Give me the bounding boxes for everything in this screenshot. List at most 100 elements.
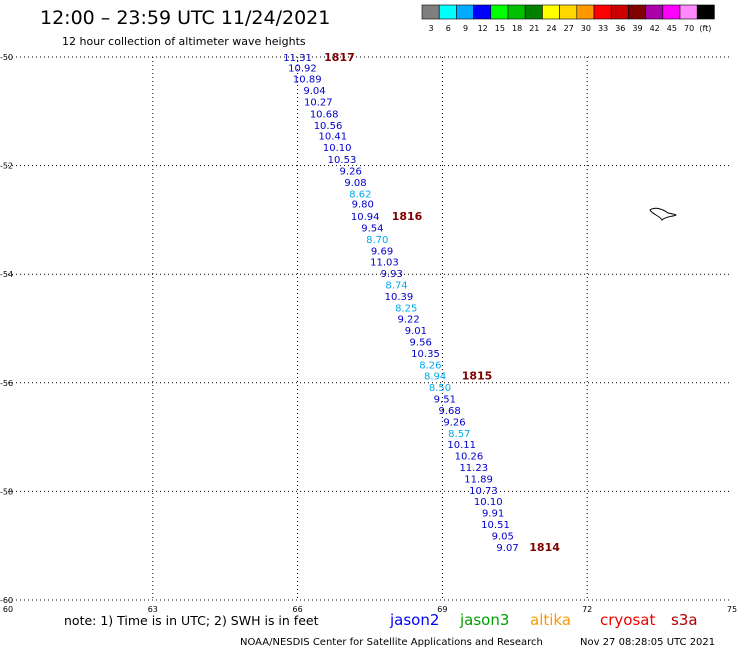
pass-number-label: 1816 (392, 210, 423, 223)
wave-height-label: 8.26 (419, 360, 441, 371)
y-tick-label: -60 (0, 596, 13, 605)
wave-height-label: 10.73 (469, 486, 498, 497)
pass-number-label: 1815 (462, 370, 493, 383)
wave-height-label: 11.31 (283, 53, 312, 64)
wave-height-label: 8.70 (366, 235, 388, 246)
wave-height-label: 8.25 (395, 303, 417, 314)
satellite-name-jason2: jason2 (389, 611, 439, 629)
chart-title: 12:00 – 23:59 UTC 11/24/2021 (40, 7, 330, 29)
wave-height-label: 8.94 (424, 372, 446, 383)
wave-height-label: 10.10 (323, 143, 352, 154)
footer-timestamp: Nov 27 08:28:05 UTC 2021 (580, 637, 715, 648)
wave-height-label: 10.92 (288, 63, 317, 74)
y-tick-label: -54 (0, 270, 13, 279)
legend-unit-label: (ft) (699, 24, 711, 33)
legend-color-box (507, 4, 526, 20)
wave-height-label: 10.56 (314, 121, 343, 132)
legend-color-box (421, 4, 440, 20)
pass-number-label: 1814 (529, 541, 560, 554)
legend-color-box (662, 4, 681, 20)
legend-color-box (593, 4, 612, 20)
pass-number-label: 1817 (324, 51, 355, 64)
x-tick-label: 60 (3, 605, 13, 614)
legend-color-box (576, 4, 595, 20)
wave-height-label: 9.04 (303, 86, 325, 97)
wave-height-label: 8.57 (448, 429, 470, 440)
y-tick-label: -58 (0, 487, 13, 496)
wave-height-label: 9.08 (344, 178, 366, 189)
y-tick-label: -56 (0, 379, 13, 388)
x-tick-label: 75 (727, 605, 737, 614)
axis-tick-labels: 60 63 66 69 72 75 -50 -52 -54 -56 -58 -60 (0, 53, 737, 614)
wave-height-label: 9.22 (397, 315, 419, 326)
satellite-name-jason3: jason3 (459, 611, 509, 629)
color-scale-legend: 3 6 9 12 15 18 21 24 27 30 33 36 39 42 45 70 (ft) (421, 4, 715, 33)
plot-grid (8, 56, 732, 601)
y-tick-label: -52 (0, 162, 13, 171)
legend-bin-label: 33 (598, 24, 608, 33)
satellite-name-altika: altika (530, 611, 571, 629)
wave-height-label: 9.93 (381, 269, 403, 280)
legend-bin-label: 24 (546, 24, 556, 33)
legend-bin-label: 70 (684, 24, 694, 33)
legend-bin-label: 45 (667, 24, 677, 33)
legend-bin-label: 3 (429, 24, 434, 33)
wave-height-label: 8.74 (385, 281, 407, 292)
legend-bin-label: 42 (650, 24, 660, 33)
legend-bin-label: 12 (478, 24, 488, 33)
island-outline-icon (649, 207, 677, 221)
x-tick-label: 63 (148, 605, 158, 614)
wave-height-label: 9.26 (443, 417, 465, 428)
legend-bin-label: 21 (529, 24, 539, 33)
legend-bin-label: 39 (632, 24, 642, 33)
y-tick-label: -50 (0, 53, 13, 62)
wave-height-label: 10.41 (319, 132, 348, 143)
wave-height-label: 9.51 (434, 395, 456, 406)
note-text: note: 1) Time is in UTC; 2) SWH is in fe… (64, 613, 319, 628)
wave-height-label: 9.26 (340, 166, 362, 177)
wave-height-label: 10.39 (385, 292, 414, 303)
legend-color-box (610, 4, 629, 20)
wave-height-label: 10.89 (293, 75, 322, 86)
legend-color-box (456, 4, 474, 20)
wave-height-label: 10.68 (310, 109, 339, 120)
x-tick-label: 72 (582, 605, 592, 614)
legend-bin-label: 15 (495, 24, 505, 33)
legend-bin-label: 36 (615, 24, 625, 33)
x-tick-label: 69 (437, 605, 447, 614)
satellite-name-cryosat: cryosat (600, 611, 655, 629)
legend-color-box (490, 4, 509, 20)
legend-color-box (696, 4, 715, 20)
wave-height-label: 9.68 (439, 406, 461, 417)
wave-height-label: 9.56 (410, 338, 432, 349)
wave-height-points: 11.3110.9210.899.0410.2710.6810.5610.411… (283, 53, 518, 554)
wave-height-label: 10.51 (481, 520, 510, 531)
legend-color-box (645, 4, 664, 20)
wave-height-label: 9.05 (492, 531, 514, 542)
satellite-name-s3a: s3a (671, 611, 698, 629)
wave-height-label: 10.27 (304, 98, 333, 109)
pass-labels: 1817 1816 1815 1814 (324, 51, 560, 554)
x-tick-label: 66 (293, 605, 303, 614)
wave-height-label: 8.50 (429, 383, 451, 394)
legend-color-box (559, 4, 578, 20)
wave-height-label: 11.89 (464, 474, 493, 485)
footer-credit: NOAA/NESDIS Center for Satellite Applica… (240, 637, 543, 648)
wave-height-label: 10.26 (455, 452, 484, 463)
wave-height-label: 9.91 (482, 509, 504, 520)
wave-height-label: 9.01 (405, 326, 427, 337)
legend-color-box (473, 4, 492, 20)
wave-height-label: 11.03 (370, 258, 399, 269)
legend-bin-label: 18 (512, 24, 522, 33)
wave-height-label: 10.94 (351, 212, 380, 223)
legend-bin-label: 30 (581, 24, 591, 33)
wave-height-label: 10.53 (328, 155, 357, 166)
wave-height-label: 11.23 (459, 463, 488, 474)
wave-height-label: 10.11 (447, 440, 476, 451)
chart-subtitle: 12 hour collection of altimeter wave hei… (62, 35, 306, 48)
wave-height-label: 10.35 (411, 349, 440, 360)
wave-height-label: 9.69 (371, 246, 393, 257)
legend-color-box (438, 4, 457, 20)
legend-bin-label: 6 (446, 24, 451, 33)
